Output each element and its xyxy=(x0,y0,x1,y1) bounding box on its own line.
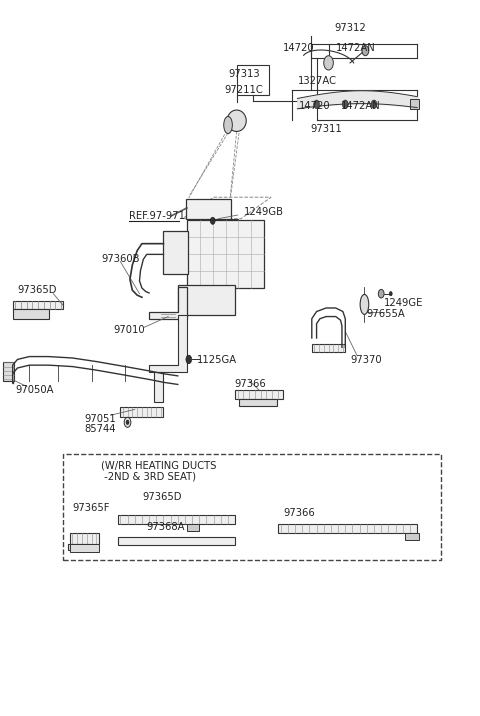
Text: 97312: 97312 xyxy=(334,23,366,33)
Circle shape xyxy=(314,100,320,109)
Polygon shape xyxy=(70,543,99,552)
Circle shape xyxy=(126,420,129,425)
Circle shape xyxy=(342,100,348,109)
Polygon shape xyxy=(405,533,420,541)
Text: 97368A: 97368A xyxy=(147,523,185,533)
Polygon shape xyxy=(3,362,14,381)
Polygon shape xyxy=(120,407,163,417)
Text: 1472AN: 1472AN xyxy=(340,101,380,111)
Text: 97313: 97313 xyxy=(228,69,260,79)
Polygon shape xyxy=(118,516,235,524)
Bar xyxy=(163,231,188,274)
Polygon shape xyxy=(12,301,63,309)
Bar xyxy=(178,285,235,315)
Text: (W/RR HEATING DUCTS
 -2ND & 3RD SEAT): (W/RR HEATING DUCTS -2ND & 3RD SEAT) xyxy=(101,460,216,482)
Text: 1125GA: 1125GA xyxy=(197,355,237,365)
Polygon shape xyxy=(410,100,420,110)
Circle shape xyxy=(378,289,384,298)
Text: 14720: 14720 xyxy=(283,43,314,53)
Text: 1249GE: 1249GE xyxy=(384,298,423,308)
Text: 97051: 97051 xyxy=(84,414,116,424)
Text: 14720: 14720 xyxy=(299,101,330,111)
Circle shape xyxy=(362,46,369,56)
Text: 97010: 97010 xyxy=(113,325,145,335)
Polygon shape xyxy=(12,309,48,319)
Text: 97365D: 97365D xyxy=(142,492,181,502)
Polygon shape xyxy=(235,390,283,399)
Polygon shape xyxy=(187,524,199,531)
Text: 85744: 85744 xyxy=(84,424,116,434)
Circle shape xyxy=(371,100,377,109)
Bar xyxy=(63,454,441,559)
Text: 97360B: 97360B xyxy=(101,254,140,264)
Text: 1472AN: 1472AN xyxy=(336,43,375,53)
Text: 97365D: 97365D xyxy=(17,285,57,295)
Text: REF.97-971: REF.97-971 xyxy=(129,211,185,221)
Polygon shape xyxy=(149,286,187,319)
Polygon shape xyxy=(68,543,89,549)
Text: 97366: 97366 xyxy=(283,508,315,518)
Bar xyxy=(237,65,269,95)
Polygon shape xyxy=(154,372,163,402)
Bar xyxy=(187,220,264,288)
Text: 97370: 97370 xyxy=(350,355,382,365)
Polygon shape xyxy=(239,399,277,406)
Polygon shape xyxy=(149,315,187,372)
Circle shape xyxy=(210,217,215,224)
Ellipse shape xyxy=(224,117,232,134)
Polygon shape xyxy=(278,524,417,533)
Polygon shape xyxy=(118,537,235,545)
Text: 97366: 97366 xyxy=(234,379,266,390)
Circle shape xyxy=(186,355,192,364)
Bar xyxy=(186,198,231,218)
Ellipse shape xyxy=(227,110,246,132)
Text: 97311: 97311 xyxy=(310,125,342,135)
Circle shape xyxy=(389,291,392,296)
Circle shape xyxy=(124,417,131,427)
Text: 1249GB: 1249GB xyxy=(244,207,284,217)
Text: 97365F: 97365F xyxy=(72,503,110,513)
Text: 97050A: 97050A xyxy=(15,385,54,395)
Text: 1327AC: 1327AC xyxy=(298,77,336,87)
Circle shape xyxy=(324,56,333,70)
Polygon shape xyxy=(70,533,99,543)
Polygon shape xyxy=(312,344,345,352)
Ellipse shape xyxy=(360,294,369,314)
Text: 97211C: 97211C xyxy=(225,85,263,95)
Text: 97655A: 97655A xyxy=(367,309,406,319)
